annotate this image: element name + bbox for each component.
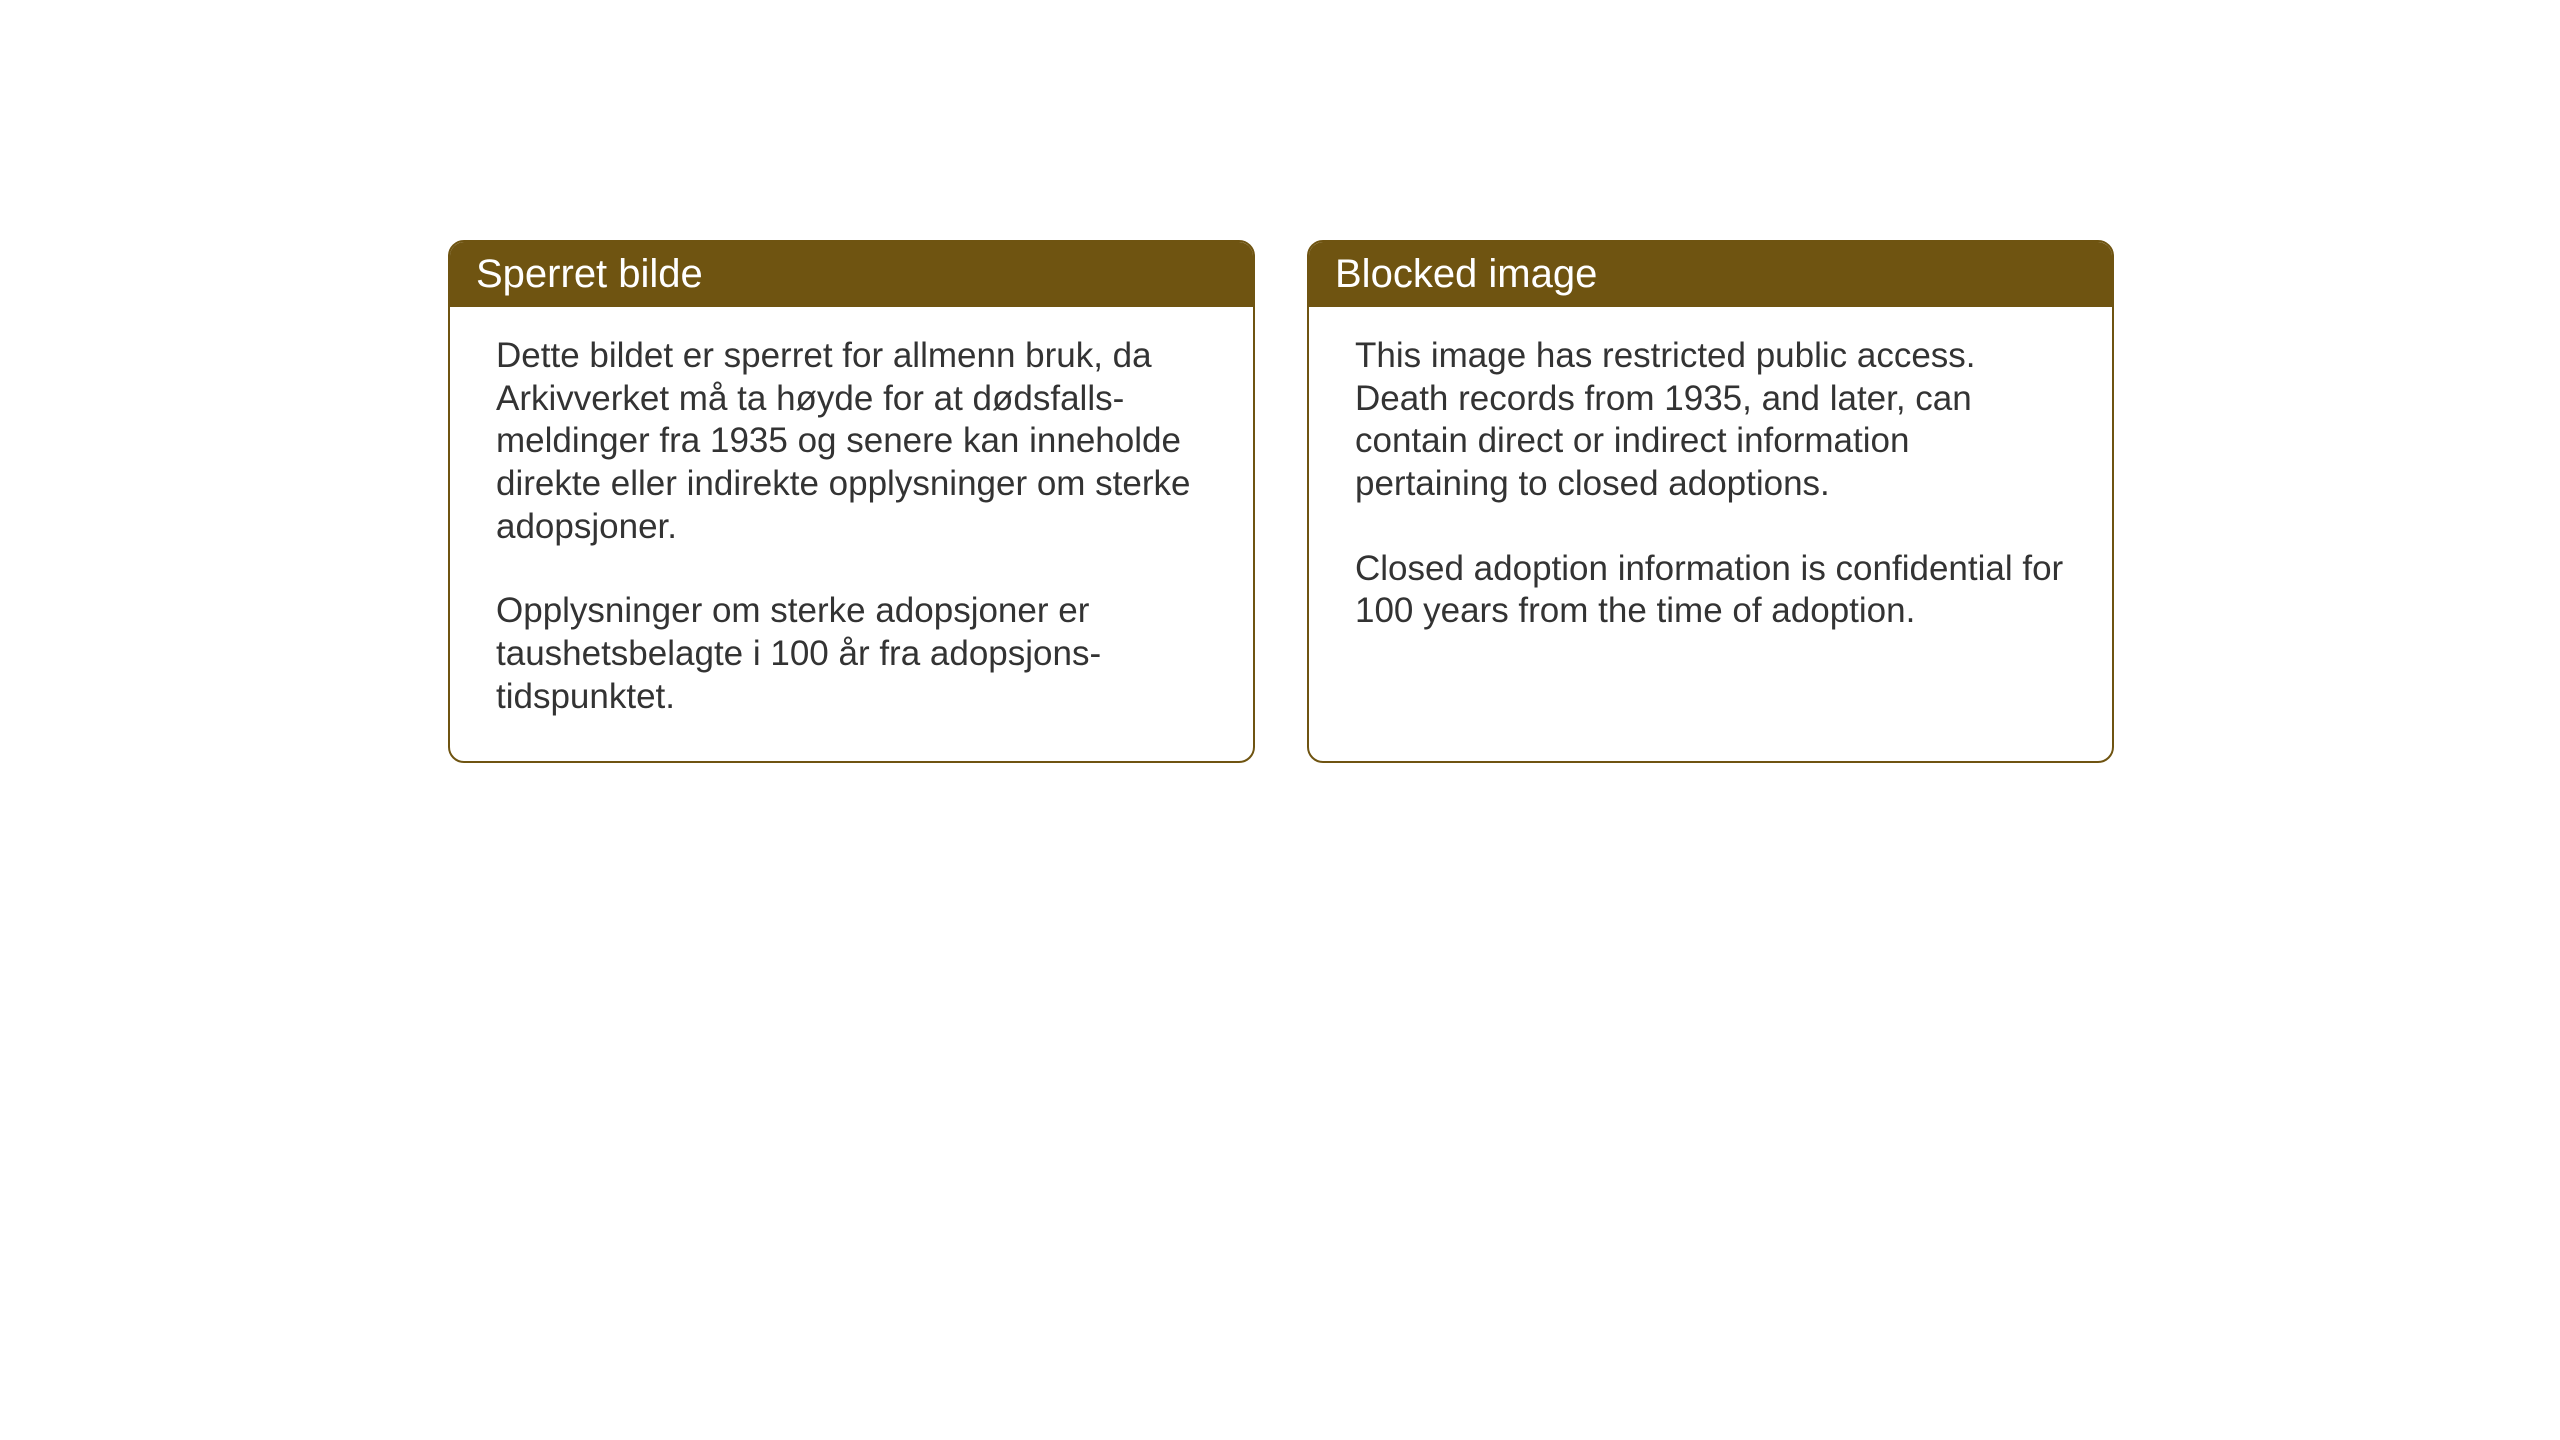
card-paragraph-english-1: This image has restricted public access.… bbox=[1355, 335, 2066, 506]
card-header-english: Blocked image bbox=[1309, 242, 2112, 307]
card-title-english: Blocked image bbox=[1335, 252, 1597, 296]
card-title-norwegian: Sperret bilde bbox=[476, 252, 703, 296]
card-paragraph-english-2: Closed adoption information is confident… bbox=[1355, 548, 2066, 633]
card-paragraph-norwegian-1: Dette bildet er sperret for allmenn bruk… bbox=[496, 335, 1207, 548]
card-paragraph-norwegian-2: Opplysninger om sterke adopsjoner er tau… bbox=[496, 590, 1207, 718]
card-header-norwegian: Sperret bilde bbox=[450, 242, 1253, 307]
card-body-english: This image has restricted public access.… bbox=[1309, 307, 2112, 675]
notice-card-english: Blocked image This image has restricted … bbox=[1307, 240, 2114, 763]
card-body-norwegian: Dette bildet er sperret for allmenn bruk… bbox=[450, 307, 1253, 761]
notice-container: Sperret bilde Dette bildet er sperret fo… bbox=[448, 240, 2114, 763]
notice-card-norwegian: Sperret bilde Dette bildet er sperret fo… bbox=[448, 240, 1255, 763]
